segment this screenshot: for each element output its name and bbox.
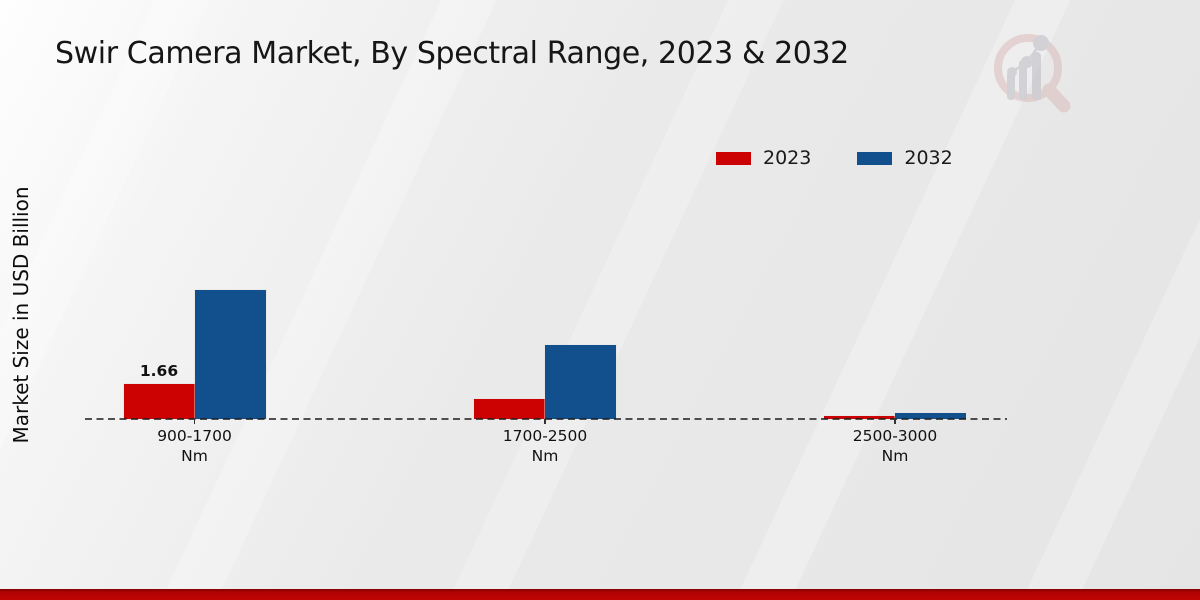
x-axis-category-label: 1700-2500 Nm xyxy=(502,427,588,465)
logo-bar-small-icon xyxy=(1007,72,1015,100)
legend-item-2032: 2032 xyxy=(857,147,953,169)
bar-2032-900-1700 xyxy=(194,290,266,419)
logo-dot-medium-icon xyxy=(1021,56,1033,68)
x-axis-baseline xyxy=(85,418,1007,420)
logo-dot-small-icon xyxy=(1007,67,1017,77)
logo-dot-large-icon xyxy=(1033,35,1049,51)
legend-label-2032: 2032 xyxy=(904,147,953,169)
logo-bar-medium-icon xyxy=(1019,60,1027,100)
x-axis-category-label: 900-1700 Nm xyxy=(157,427,232,465)
legend-swatch-2032 xyxy=(857,151,893,165)
x-axis-tick xyxy=(193,419,196,424)
legend-label-2023: 2023 xyxy=(763,147,812,169)
bar-2023-900-1700 xyxy=(123,384,195,419)
bar-value-label: 1.66 xyxy=(139,362,179,380)
bottom-red-strip xyxy=(0,589,1200,600)
bar-2023-1700-2500 xyxy=(474,398,545,419)
market-research-future-logo xyxy=(994,34,1071,113)
logo-bar-large-icon xyxy=(1032,52,1041,100)
legend-item-2023: 2023 xyxy=(716,147,811,169)
x-axis-category-label: 2500-3000 Nm xyxy=(852,427,938,465)
bar-2023-2500-3000 xyxy=(824,416,895,419)
chart-title: Swir Camera Market, By Spectral Range, 2… xyxy=(55,36,849,71)
bar-2032-1700-2500 xyxy=(545,345,616,419)
legend: 2023 2032 xyxy=(716,147,953,169)
x-axis-tick xyxy=(544,419,546,424)
bar-2032-2500-3000 xyxy=(895,413,966,419)
magnifier-ring-icon xyxy=(994,34,1062,102)
magnifier-handle-icon xyxy=(1042,83,1071,113)
legend-swatch-2023 xyxy=(716,151,751,165)
x-axis-tick xyxy=(894,419,896,424)
